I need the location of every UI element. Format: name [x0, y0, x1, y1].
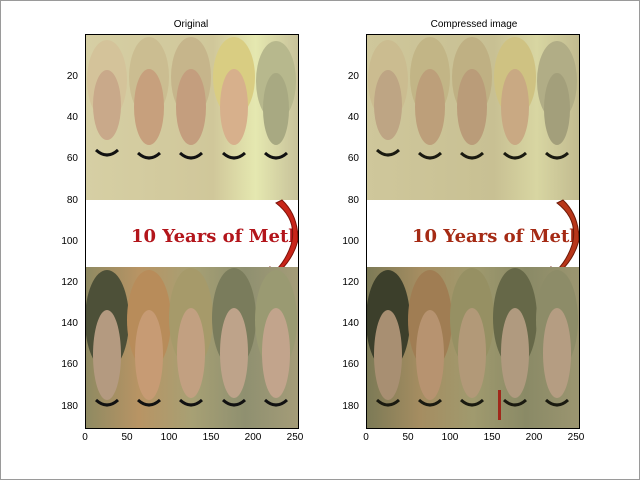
- x-tick-label: 200: [525, 432, 543, 443]
- compressed-overlay-text: 10 Years of Meth Use: [412, 226, 579, 247]
- x-tick-label: 100: [441, 432, 459, 443]
- x-tick-label: 200: [244, 432, 262, 443]
- x-tick-label: 150: [483, 432, 501, 443]
- compressed-image: 10 Years of Meth Use: [367, 35, 579, 428]
- original-image: 10 Years of Meth Use: [86, 35, 298, 428]
- x-tick-label: 50: [402, 432, 414, 443]
- x-tick-label: 250: [567, 432, 585, 443]
- x-tick-label: 100: [160, 432, 178, 443]
- original-top-faces: [87, 37, 296, 160]
- x-tick-label: 0: [363, 432, 369, 443]
- y-tick-label: 140: [61, 318, 78, 329]
- compressed-image-axes[interactable]: 10 Years of Meth Use: [366, 34, 580, 429]
- compressed-top-faces: [368, 37, 577, 160]
- y-tick-label: 80: [66, 195, 78, 206]
- y-tick-label: 140: [342, 318, 359, 329]
- x-tick-label: 50: [121, 432, 133, 443]
- x-tick-label: 0: [82, 432, 88, 443]
- y-tick-label: 40: [347, 112, 359, 123]
- y-tick-label: 100: [61, 236, 78, 247]
- y-tick-label: 120: [342, 277, 359, 288]
- x-tick-label: 150: [202, 432, 220, 443]
- y-tick-label: 160: [61, 359, 78, 370]
- y-tick-label: 60: [347, 153, 359, 164]
- x-tick-label: 250: [286, 432, 304, 443]
- original-image-axes[interactable]: 10 Years of Meth Use: [85, 34, 299, 429]
- y-tick-label: 60: [66, 153, 78, 164]
- compressed-title: Compressed image: [430, 19, 518, 30]
- original-bottom-faces: [86, 268, 297, 407]
- y-tick-label: 20: [347, 71, 359, 82]
- y-tick-label: 180: [61, 401, 78, 412]
- y-tick-label: 180: [342, 401, 359, 412]
- y-tick-label: 40: [66, 112, 78, 123]
- y-tick-label: 80: [347, 195, 359, 206]
- original-title: Original: [173, 19, 209, 30]
- compressed-bottom-faces: [367, 268, 578, 420]
- y-tick-label: 160: [342, 359, 359, 370]
- y-tick-label: 100: [342, 236, 359, 247]
- original-overlay-text: 10 Years of Meth Use: [131, 226, 298, 247]
- y-tick-label: 120: [61, 277, 78, 288]
- y-tick-label: 20: [66, 71, 78, 82]
